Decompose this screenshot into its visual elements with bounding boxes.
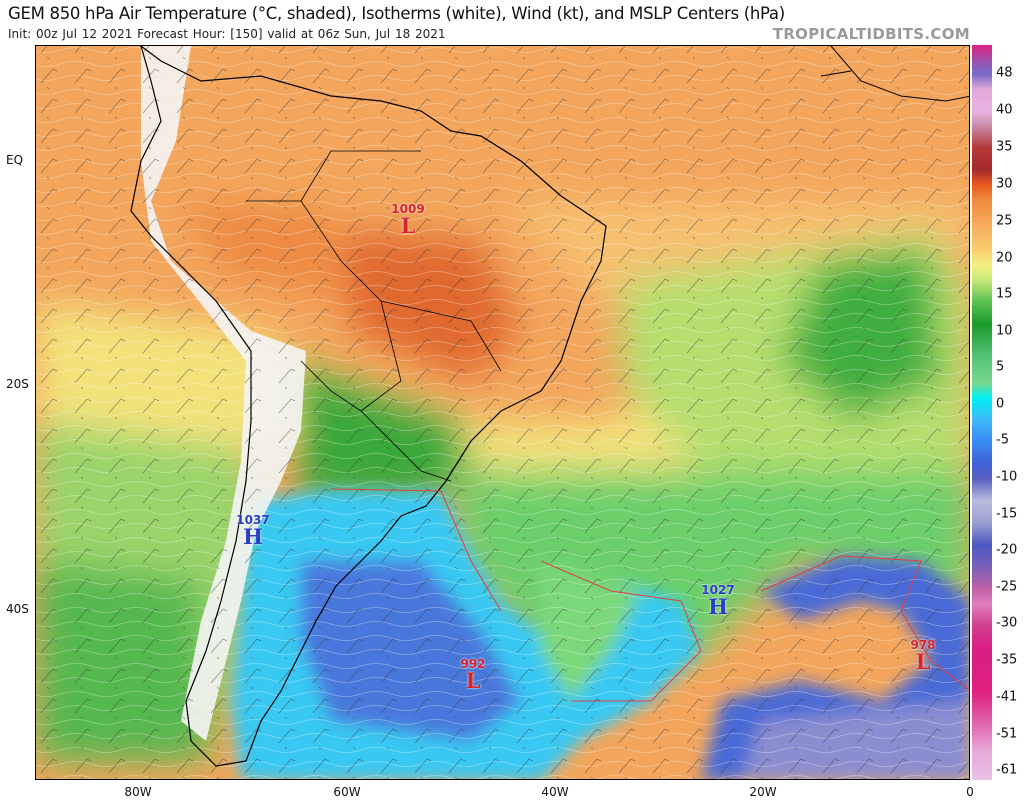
colorbar-label: 40 — [996, 102, 1013, 118]
colorbar-label: 48 — [996, 65, 1013, 81]
colorbar-label: -20 — [996, 542, 1018, 558]
lon-label-60w: 60W — [333, 785, 361, 799]
low-symbol: L — [915, 649, 931, 674]
pressure-value: 992 — [460, 657, 486, 671]
pressure-value: 1009 — [391, 202, 425, 216]
colorbar-label: -41 — [996, 689, 1018, 705]
low-symbol: L — [465, 668, 481, 693]
colorbar-label: -15 — [996, 506, 1018, 522]
lon-label-20w: 20W — [749, 785, 777, 799]
low-pressure-center: 978 L — [910, 639, 935, 672]
high-symbol: H — [243, 524, 263, 549]
zero-degree-isotherm — [330, 488, 969, 702]
country-borders — [246, 150, 502, 482]
low-symbol: L — [400, 213, 416, 238]
colorbar-label: 10 — [996, 323, 1013, 339]
pressure-value: 978 — [910, 638, 936, 652]
colorbar-label: -61 — [996, 762, 1018, 778]
low-pressure-center: 1009 L — [391, 203, 424, 236]
africa-coastline — [820, 46, 969, 102]
pressure-value: 1027 — [701, 583, 735, 597]
lat-label-eq: EQ — [6, 153, 24, 167]
lon-label-0: 0 — [966, 785, 974, 799]
colorbar-label: 0 — [996, 396, 1005, 412]
lon-label-40w: 40W — [541, 785, 569, 799]
forecast-info: Init: 00z Jul 12 2021 Forecast Hour: [15… — [8, 27, 446, 41]
pressure-value: 1037 — [236, 513, 270, 527]
lon-label-80w: 80W — [124, 785, 152, 799]
colorbar-label: 35 — [996, 139, 1013, 155]
colorbar-label: -10 — [996, 469, 1018, 485]
low-pressure-center: 992 L — [460, 658, 485, 691]
brand-watermark: TROPICALTIDBITS.COM — [772, 25, 970, 43]
colorbar-label: 30 — [996, 176, 1013, 192]
colorbar-label: -51 — [996, 726, 1018, 742]
high-pressure-center: 1037 H — [236, 514, 269, 547]
temperature-colorbar — [972, 45, 992, 780]
colorbar-label: -25 — [996, 579, 1018, 595]
colorbar-label: -30 — [996, 615, 1018, 631]
colorbar-label: 20 — [996, 250, 1013, 266]
colorbar-label: -35 — [996, 652, 1018, 668]
temperature-map — [35, 45, 970, 780]
lat-label-20s: 20S — [6, 377, 29, 391]
south-america-coastline — [130, 46, 607, 767]
colorbar-label: -5 — [996, 432, 1009, 448]
colorbar-label: 15 — [996, 286, 1013, 302]
map-title: GEM 850 hPa Air Temperature (°C, shaded)… — [8, 4, 785, 23]
temperature-field — [36, 46, 969, 779]
lat-label-40s: 40S — [6, 602, 29, 616]
high-symbol: H — [708, 594, 728, 619]
high-pressure-center: 1027 H — [701, 584, 734, 617]
colorbar-label: 25 — [996, 213, 1013, 229]
colorbar-label: 5 — [996, 359, 1005, 375]
